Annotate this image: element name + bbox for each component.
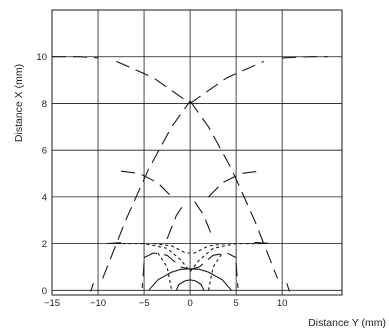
series-line-8 — [208, 170, 260, 198]
series-line-7 — [120, 170, 173, 198]
y-tick-label: 6 — [42, 146, 47, 157]
x-axis-label: Distance Y (mm) — [308, 317, 386, 329]
series-line-12 — [254, 241, 274, 245]
series-group — [52, 56, 329, 292]
x-tick-label: 5 — [233, 298, 238, 309]
series-line-2 — [116, 60, 264, 104]
y-tick-label: 8 — [42, 99, 47, 110]
y-tick-label: 4 — [42, 192, 47, 203]
series-line-9 — [166, 201, 186, 240]
series-line-23 — [175, 279, 205, 291]
series-line-1 — [282, 56, 329, 59]
y-tick-labels: 0 2 4 6 8 10 — [36, 52, 47, 297]
x-tick-labels: −15 −10 −5 0 5 10 — [44, 298, 288, 309]
series-line-6 — [286, 283, 291, 292]
series-line-19 — [153, 243, 227, 254]
series-line-11 — [107, 241, 126, 245]
series-line-16 — [235, 262, 239, 289]
series-line-17 — [116, 243, 191, 272]
x-tick-label: −5 — [139, 298, 150, 309]
series-line-20 — [157, 252, 173, 291]
y-axis-label: Distance X (mm) — [13, 64, 25, 142]
series-line-0 — [52, 56, 99, 59]
x-tick-label: 10 — [277, 298, 288, 309]
series-line-22 — [148, 268, 232, 291]
y-tick-label: 10 — [36, 52, 47, 63]
series-line-21 — [207, 252, 223, 291]
series-line-14 — [189, 252, 237, 270]
series-line-5 — [90, 283, 94, 292]
grid — [51, 10, 342, 295]
series-line-15 — [141, 262, 145, 289]
series-line-4 — [189, 100, 279, 279]
y-tick-label: 0 — [42, 286, 47, 297]
series-line-3 — [102, 100, 191, 279]
x-tick-label: −15 — [44, 298, 60, 309]
series-line-13 — [143, 252, 191, 270]
x-tick-label: 0 — [187, 298, 192, 309]
x-tick-label: −10 — [90, 298, 106, 309]
y-tick-label: 2 — [42, 239, 47, 250]
series-line-18 — [189, 243, 264, 272]
plot-frame — [51, 9, 343, 296]
series-line-10 — [194, 201, 214, 240]
